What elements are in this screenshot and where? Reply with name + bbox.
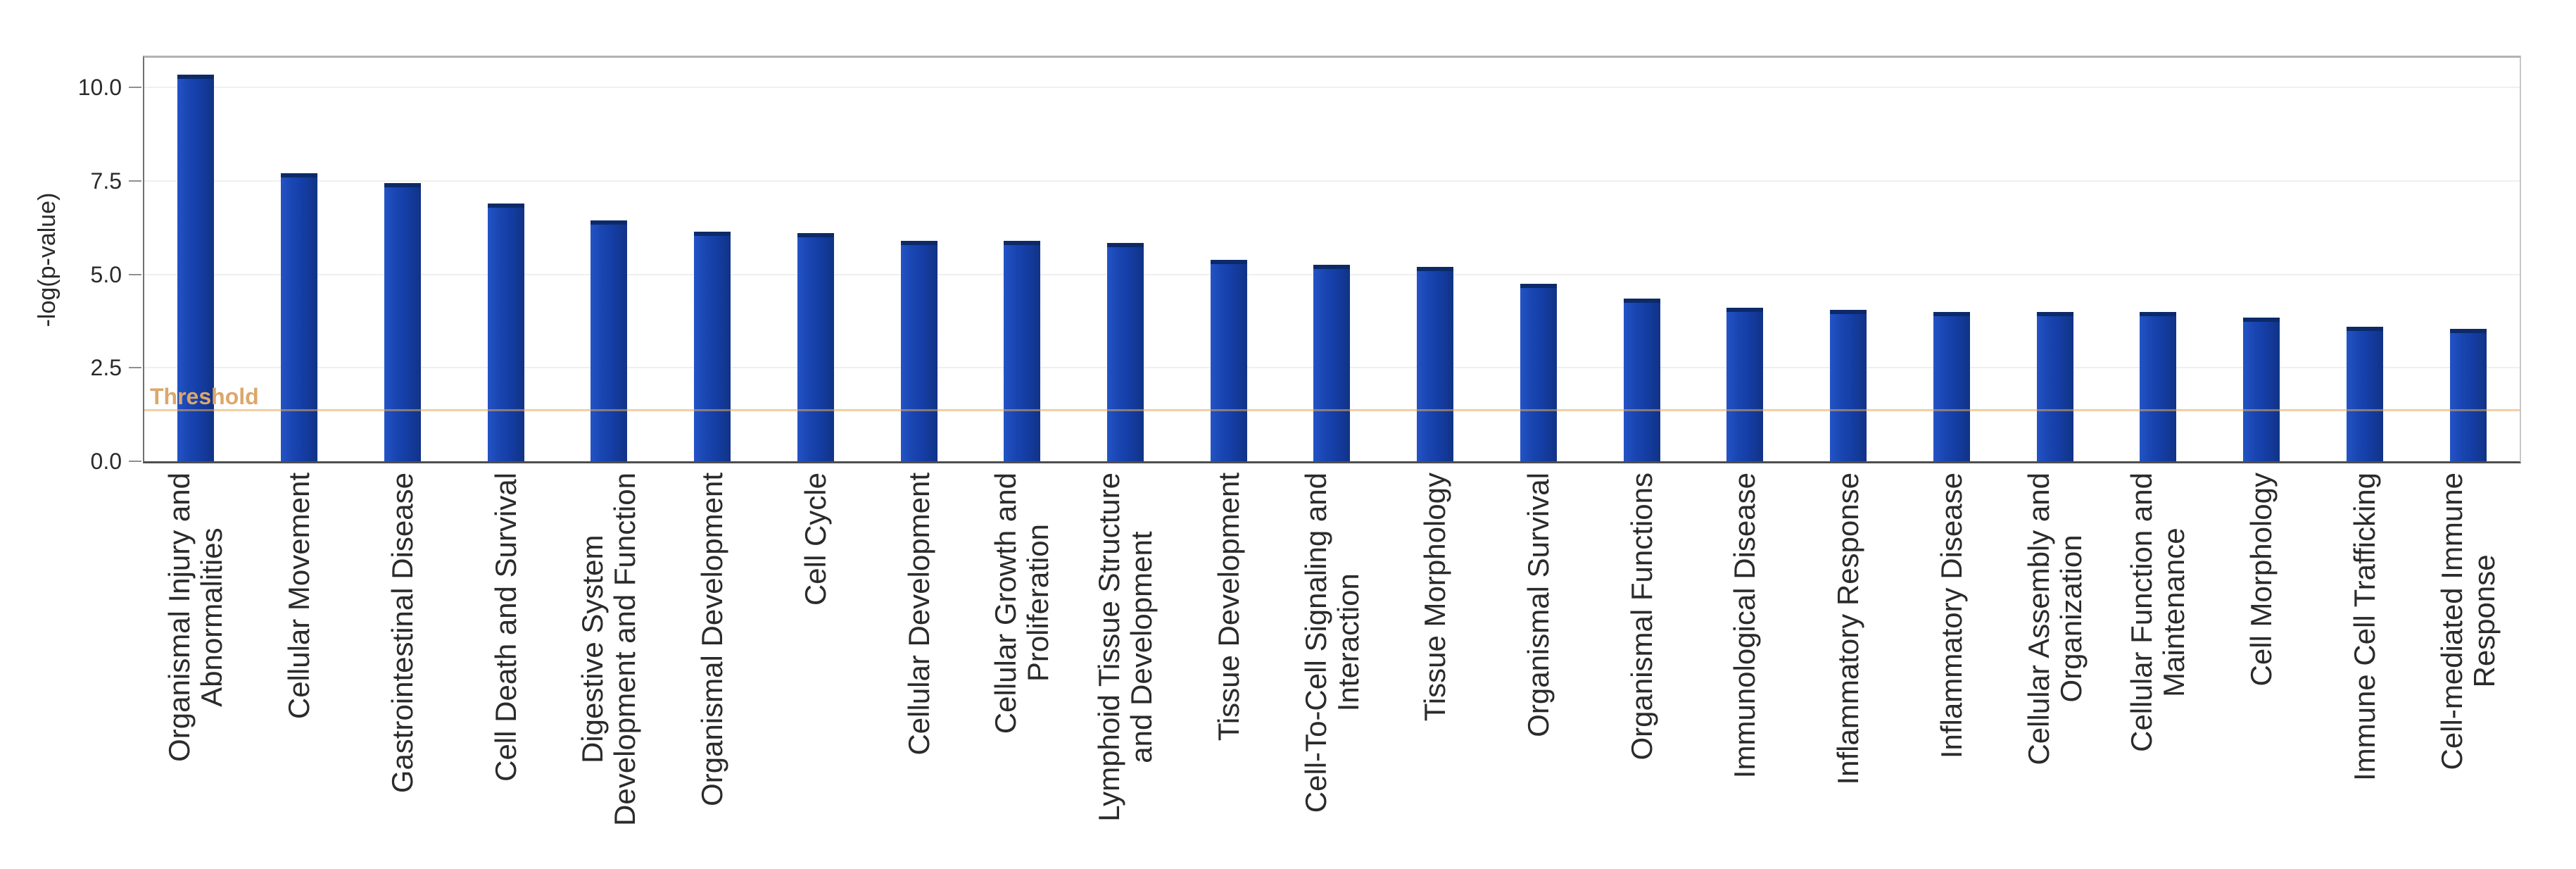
- x-axis-label[interactable]: Tissue Development: [1211, 473, 1245, 742]
- bar-slot: [1797, 58, 1900, 461]
- bar-18[interactable]: [1933, 311, 1970, 461]
- bar-4[interactable]: [487, 203, 524, 461]
- bar-slot: [661, 58, 764, 461]
- plot-area: Threshold: [143, 56, 2521, 463]
- threshold-line: [144, 409, 2520, 412]
- bar-22[interactable]: [2346, 327, 2383, 461]
- x-axis-label[interactable]: Cellular Function and Maintenance: [2125, 473, 2191, 752]
- threshold-label: Threshold: [150, 384, 259, 410]
- x-axis-label[interactable]: Cellular Movement: [282, 473, 315, 720]
- x-axis-label[interactable]: Cell Cycle: [798, 473, 832, 606]
- x-axis-label[interactable]: Inflammatory Response: [1831, 473, 1865, 785]
- x-axis-label[interactable]: Tissue Morphology: [1418, 473, 1452, 722]
- bar-slot: [2210, 58, 2313, 461]
- x-axis-label[interactable]: Cell Morphology: [2244, 473, 2278, 687]
- gridline: [144, 87, 2520, 89]
- x-axis-label[interactable]: Immune Cell Trafficking: [2347, 473, 2381, 782]
- bar-12[interactable]: [1313, 265, 1351, 461]
- bar-slot: [867, 58, 971, 461]
- bar-slot: [1177, 58, 1280, 461]
- x-axis-label[interactable]: Cell Death and Survival: [488, 473, 522, 782]
- y-tick-mark: [129, 461, 141, 462]
- bar-17[interactable]: [1830, 310, 1867, 461]
- bar-23[interactable]: [2449, 328, 2487, 461]
- bar-11[interactable]: [1210, 259, 1247, 461]
- bar-slot: [1074, 58, 1177, 461]
- x-axis-label[interactable]: Organismal Injury and Abnormalities: [163, 473, 229, 762]
- x-axis-label[interactable]: Lymphoid Tissue Structure and Developmen…: [1092, 473, 1158, 822]
- bar-1[interactable]: [177, 74, 215, 461]
- y-tick-label: 7.5: [90, 168, 122, 194]
- gridline: [144, 180, 2520, 182]
- y-tick-mark: [129, 87, 141, 89]
- bar-16[interactable]: [1726, 308, 1764, 461]
- x-axis-label[interactable]: Organismal Development: [695, 473, 728, 806]
- x-axis-label[interactable]: Cellular Development: [902, 473, 935, 756]
- bar-slot: [454, 58, 557, 461]
- y-tick-mark: [129, 180, 141, 182]
- bar-slot: [557, 58, 661, 461]
- x-axis-label[interactable]: Organismal Survival: [1521, 473, 1555, 737]
- bar-slot: [351, 58, 454, 461]
- bar-3[interactable]: [384, 182, 421, 461]
- x-axis-label[interactable]: Immunological Disease: [1728, 473, 1762, 779]
- bar-6[interactable]: [694, 231, 731, 461]
- x-axis-label[interactable]: Inflammatory Disease: [1934, 473, 1968, 759]
- bar-slot: [2313, 58, 2416, 461]
- y-axis-title: -log(p-value): [34, 192, 61, 327]
- bar-slot: [2107, 58, 2210, 461]
- bar-slot: [1384, 58, 1487, 461]
- bar-10[interactable]: [1106, 242, 1144, 461]
- bar-2[interactable]: [281, 173, 318, 461]
- bar-slot: [1693, 58, 1797, 461]
- y-tick-label: 2.5: [90, 355, 122, 381]
- y-tick-mark: [129, 273, 141, 275]
- x-axis-label[interactable]: Cellular Growth and Proliferation: [989, 473, 1055, 734]
- bar-19[interactable]: [2036, 311, 2073, 461]
- bar-slot: [1590, 58, 1693, 461]
- bar-slot: [144, 58, 248, 461]
- bar-14[interactable]: [1520, 284, 1557, 461]
- y-tick-mark: [129, 367, 141, 369]
- bar-13[interactable]: [1417, 267, 1454, 461]
- y-tick-label: 0.0: [90, 449, 122, 474]
- bar-slot: [1280, 58, 1384, 461]
- bar-slot: [2416, 58, 2520, 461]
- bar-slot: [1487, 58, 1591, 461]
- y-tick-label: 10.0: [77, 75, 122, 101]
- bar-slot: [971, 58, 1074, 461]
- bar-20[interactable]: [2140, 311, 2177, 461]
- x-axis-label[interactable]: Gastrointestinal Disease: [385, 473, 419, 794]
- x-axis-label[interactable]: Cell-To-Cell Signaling and Interaction: [1299, 473, 1365, 813]
- bar-15[interactable]: [1623, 299, 1660, 461]
- bar-7[interactable]: [797, 233, 834, 461]
- bar-slot: [2003, 58, 2107, 461]
- x-axis-label[interactable]: Cellular Assembly and Organization: [2021, 473, 2088, 765]
- bar-21[interactable]: [2243, 317, 2280, 461]
- bar-slot: [248, 58, 351, 461]
- bar-slot: [764, 58, 867, 461]
- bar-slot: [1900, 58, 2003, 461]
- x-axis-label[interactable]: Cell-mediated Immune Response: [2435, 473, 2501, 770]
- bar-9[interactable]: [1004, 240, 1041, 461]
- x-axis-label[interactable]: Digestive System Development and Functio…: [576, 473, 642, 826]
- x-axis-label[interactable]: Organismal Functions: [1624, 473, 1658, 761]
- y-tick-label: 5.0: [90, 261, 122, 287]
- bars-container: [144, 58, 2520, 461]
- bar-5[interactable]: [591, 220, 628, 461]
- bar-8[interactable]: [900, 240, 937, 461]
